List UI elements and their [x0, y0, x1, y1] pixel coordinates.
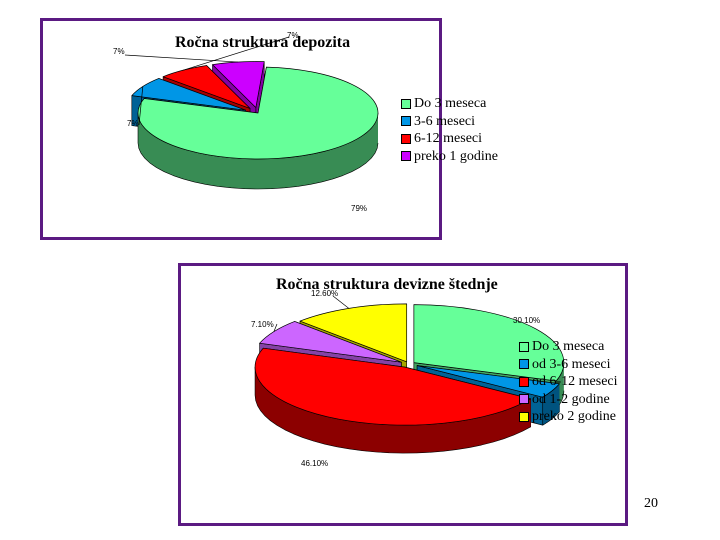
data-label: 7.10% [251, 320, 274, 329]
chart-panel-devizna-stednja: Ročna struktura devizne štednje 12.60% 3… [178, 263, 628, 526]
legend-swatch [401, 133, 411, 144]
page-number: 20 [644, 496, 658, 511]
label-leader-line [124, 54, 238, 63]
data-label: 12.60% [311, 289, 339, 298]
pie-slice [137, 66, 379, 160]
legend-label: preko 1 godine [414, 148, 498, 164]
legend-swatch [519, 376, 529, 387]
label-leader-line [273, 323, 278, 332]
chart-title: Ročna struktura devizne štednje [276, 276, 498, 293]
legend-label: Do 3 meseca [414, 96, 487, 111]
legend-swatch [519, 341, 529, 352]
chart-legend: Do 3 meseca od 3-6 meseci od 6-12 meseci… [519, 338, 618, 426]
label-leader-line [138, 86, 144, 126]
legend-label: od 6-12 meseci [532, 374, 618, 389]
legend-swatch [401, 151, 411, 162]
legend-swatch [519, 359, 529, 370]
legend-item: Do 3 meseca [519, 338, 618, 356]
legend-item: preko 1 godine [401, 148, 498, 166]
label-leader-line [332, 295, 350, 309]
legend-swatch [401, 98, 411, 109]
legend-swatch [519, 394, 529, 405]
data-label: 30.10% [513, 316, 541, 325]
chart-legend: Do 3 meseca 3-6 meseci 6-12 meseci preko… [401, 95, 498, 165]
legend-item: od 3-6 meseci [519, 356, 618, 374]
legend-item: 6-12 meseci [401, 130, 498, 148]
chart-title: Ročna struktura depozita [175, 34, 351, 51]
pie-slice [254, 347, 532, 426]
pie-slice [416, 365, 560, 398]
data-label: 7% [113, 47, 125, 56]
legend-label: preko 2 godine [532, 409, 616, 424]
pie-slice [131, 78, 247, 111]
legend-label: od 3-6 meseci [532, 356, 611, 372]
data-label: 46.10% [301, 459, 329, 468]
legend-swatch [519, 411, 529, 422]
legend-item: preko 2 godine [519, 408, 618, 426]
data-label: 7% [287, 31, 299, 40]
legend-label: Do 3 meseca [532, 339, 605, 354]
legend-item: od 6-12 meseci [519, 373, 618, 391]
legend-swatch [401, 116, 411, 127]
label-leader-line [183, 36, 290, 71]
pie-slice [299, 303, 408, 363]
data-label: 79% [351, 204, 368, 213]
legend-label: 6-12 meseci [414, 131, 483, 146]
legend-label: 3-6 meseci [414, 113, 476, 129]
pie-chart-depoziti [124, 36, 379, 190]
data-label: 7% [127, 119, 139, 128]
chart-panel-depoziti: Ročna struktura depozita 7% 7% 7% 79% Do… [40, 18, 498, 240]
legend-label: od 1-2 godine [532, 391, 610, 407]
legend-item: od 1-2 godine [519, 391, 618, 409]
legend-item: Do 3 meseca [401, 95, 498, 113]
legend-item: 3-6 meseci [401, 113, 498, 131]
